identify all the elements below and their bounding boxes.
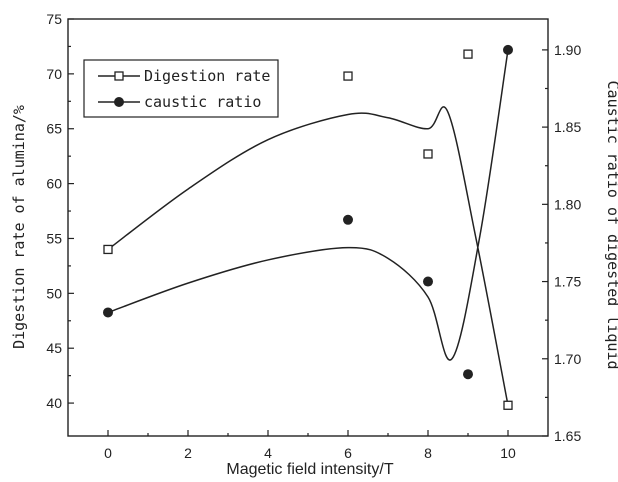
caustic-ratio-point bbox=[463, 369, 473, 380]
digestion-rate-point bbox=[503, 400, 513, 410]
x-axis-title: Magetic field intensity/T bbox=[226, 461, 393, 478]
legend-marker-open-square bbox=[114, 71, 124, 81]
left-y-tick-label: 55 bbox=[46, 230, 62, 246]
right-y-tick-label: 1.75 bbox=[554, 274, 581, 290]
caustic-ratio-point bbox=[343, 214, 353, 225]
left-y-tick-label: 75 bbox=[46, 11, 62, 27]
left-y-tick-label: 45 bbox=[46, 340, 62, 356]
legend-label-caustic-ratio: caustic ratio bbox=[144, 93, 261, 111]
left-y-tick-label: 70 bbox=[46, 66, 62, 82]
caustic-ratio-point bbox=[503, 44, 513, 55]
left-y-tick-label: 40 bbox=[46, 395, 62, 411]
legend-box bbox=[83, 59, 279, 118]
x-tick-label: 0 bbox=[104, 445, 112, 461]
caustic-ratio-curve bbox=[107, 49, 509, 361]
x-axis-ticks: 0 2 4 6 8 10 bbox=[104, 430, 516, 461]
data-points bbox=[103, 44, 513, 410]
x-tick-label: 4 bbox=[264, 445, 272, 461]
legend-label-digestion-rate: Digestion rate bbox=[144, 67, 270, 85]
right-y-tick-label: 1.90 bbox=[554, 42, 581, 58]
left-y-tick-label: 65 bbox=[46, 121, 62, 137]
right-y-tick-label: 1.70 bbox=[554, 351, 581, 367]
digestion-rate-point bbox=[463, 49, 473, 59]
right-y-tick-label: 1.80 bbox=[554, 196, 581, 212]
fitted-curves bbox=[107, 49, 509, 406]
caustic-ratio-point bbox=[423, 276, 433, 287]
legend: Digestion rate caustic ratio bbox=[83, 59, 279, 118]
digestion-rate-point bbox=[343, 71, 353, 81]
legend-marker-filled-circle bbox=[114, 97, 124, 107]
x-tick-label: 2 bbox=[184, 445, 192, 461]
right-y-tick-label: 1.85 bbox=[554, 119, 581, 135]
left-y-axis-ticks: 40 45 50 55 60 65 70 75 bbox=[46, 11, 74, 411]
left-y-axis-title: Digestion rate of alumina/% bbox=[10, 105, 28, 349]
x-tick-label: 6 bbox=[344, 445, 352, 461]
digestion-rate-point bbox=[423, 149, 433, 159]
right-y-axis-title: Caustic ratio of digested liquid bbox=[604, 81, 618, 370]
right-y-axis-ticks: 1.65 1.70 1.75 1.80 1.85 1.90 bbox=[542, 42, 581, 444]
left-y-tick-label: 60 bbox=[46, 176, 62, 192]
digestion-rate-curve bbox=[107, 106, 509, 406]
x-tick-label: 10 bbox=[500, 445, 516, 461]
right-y-tick-label: 1.65 bbox=[554, 428, 581, 444]
caustic-ratio-point bbox=[103, 307, 113, 318]
left-y-tick-label: 50 bbox=[46, 285, 62, 301]
x-tick-label: 8 bbox=[424, 445, 432, 461]
digestion-rate-point bbox=[103, 244, 113, 255]
